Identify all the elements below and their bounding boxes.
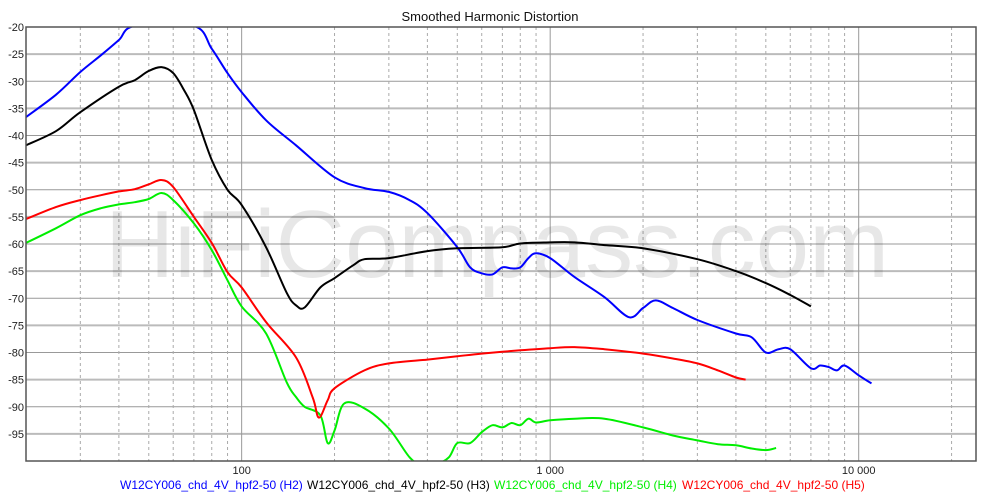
plot-frame — [25, 26, 977, 462]
y-tick-label: -85 — [8, 375, 24, 387]
y-tick-label: -70 — [8, 293, 24, 305]
y-tick-label: -40 — [8, 131, 24, 143]
legend-item-h2[interactable]: W12CY006_chd_4V_hpf2-50 (H2) — [120, 478, 303, 492]
legend: W12CY006_chd_4V_hpf2-50 (H2) W12CY006_ch… — [120, 478, 865, 492]
x-tick-label: 100 — [232, 465, 250, 477]
y-tick-label: -45 — [8, 158, 24, 170]
series-line-h5 — [26, 178, 746, 419]
x-axis: 100 1 000 10 000 — [232, 465, 875, 477]
y-tick-label: -75 — [8, 320, 24, 332]
y-tick-label: -30 — [8, 76, 24, 88]
legend-item-h4[interactable]: W12CY006_chd_4V_hpf2-50 (H4) — [494, 478, 677, 492]
y-tick-label: -35 — [8, 103, 24, 115]
y-tick-label: -95 — [8, 429, 24, 441]
series-line-h4 — [26, 192, 777, 461]
x-tick-label: 10 000 — [842, 465, 876, 477]
grid — [26, 27, 976, 461]
y-tick-label: -65 — [8, 266, 24, 278]
y-axis: -20 -25 -30 -35 -40 -45 -50 -55 -60 -65 -70 -75 -80 -… — [8, 22, 24, 441]
legend-item-h3[interactable]: W12CY006_chd_4V_hpf2-50 (H3) — [307, 478, 490, 492]
y-tick-label: -60 — [8, 239, 24, 251]
y-tick-label: -50 — [8, 185, 24, 197]
y-tick-label: -80 — [8, 348, 24, 360]
x-tick-label: 1 000 — [536, 465, 564, 477]
series-line-h2 — [26, 27, 873, 385]
y-tick-label: -90 — [8, 402, 24, 414]
y-tick-label: -25 — [8, 49, 24, 61]
series-group — [26, 27, 873, 461]
legend-item-h5[interactable]: W12CY006_chd_4V_hpf2-50 (H5) — [682, 478, 865, 492]
y-tick-label: -20 — [8, 22, 24, 34]
y-tick-label: -55 — [8, 212, 24, 224]
watermark: HiFiCompass.com — [105, 191, 889, 298]
chart-title: Smoothed Harmonic Distortion — [401, 9, 578, 24]
series-line-h3 — [26, 66, 812, 310]
